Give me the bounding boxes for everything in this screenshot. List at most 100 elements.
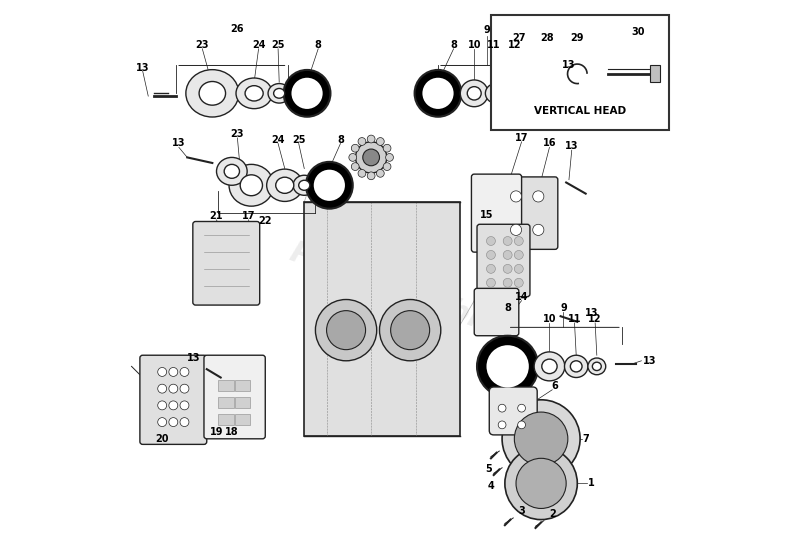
Bar [218,380,234,391]
Circle shape [515,412,568,465]
Bar [235,380,251,391]
Ellipse shape [229,165,274,206]
Ellipse shape [588,358,606,375]
Circle shape [498,404,506,412]
Circle shape [487,250,496,259]
Ellipse shape [274,88,285,98]
Circle shape [367,172,375,180]
Circle shape [306,162,353,209]
Text: 8: 8 [314,40,322,50]
Bar [235,414,251,425]
Text: 25: 25 [292,134,306,144]
Circle shape [351,163,359,170]
Circle shape [504,278,512,287]
Circle shape [533,191,544,202]
FancyBboxPatch shape [472,174,522,252]
Circle shape [169,418,178,427]
Circle shape [291,78,322,109]
Circle shape [367,135,375,143]
Text: 24: 24 [271,134,285,144]
Text: 15: 15 [480,210,494,220]
Circle shape [383,144,391,152]
Text: 28: 28 [540,32,554,43]
Text: 26: 26 [231,24,244,34]
FancyBboxPatch shape [140,355,207,445]
Circle shape [380,300,440,361]
Text: 30: 30 [632,27,646,37]
Circle shape [363,149,380,166]
Ellipse shape [216,157,247,185]
Circle shape [515,278,523,287]
Text: 2: 2 [549,509,555,519]
Ellipse shape [245,86,263,101]
Circle shape [515,264,523,273]
Text: 16: 16 [543,138,556,148]
Text: Partsrepublik: Partsrepublik [286,238,512,344]
Text: 23: 23 [196,40,209,50]
Circle shape [536,64,557,84]
Ellipse shape [542,359,557,374]
Ellipse shape [571,361,582,372]
Circle shape [504,250,512,259]
Text: 13: 13 [565,141,579,151]
Ellipse shape [267,169,303,202]
Circle shape [358,138,365,146]
Text: 17: 17 [515,133,528,143]
Text: 11: 11 [567,314,581,324]
Text: 14: 14 [515,292,528,302]
Text: 13: 13 [563,60,575,71]
Text: 5: 5 [484,464,492,474]
Circle shape [487,345,529,388]
Circle shape [169,401,178,410]
Circle shape [502,400,580,478]
Ellipse shape [268,83,290,103]
Ellipse shape [534,352,565,381]
Text: 29: 29 [571,32,584,43]
Circle shape [515,250,523,259]
Circle shape [511,224,522,235]
Text: 8: 8 [504,303,511,313]
Circle shape [422,78,453,109]
Circle shape [356,142,387,173]
Ellipse shape [298,180,310,190]
Ellipse shape [186,69,239,117]
Circle shape [283,70,330,116]
Text: 12: 12 [508,40,522,50]
Text: 13: 13 [643,356,657,366]
Text: VERTICAL HEAD: VERTICAL HEAD [534,106,626,115]
Text: 11: 11 [487,40,500,50]
Ellipse shape [564,355,588,377]
Text: 9: 9 [484,25,491,35]
Ellipse shape [485,83,508,104]
Text: 8: 8 [337,134,344,144]
Text: 13: 13 [584,309,598,319]
Circle shape [180,384,189,393]
Circle shape [351,144,359,152]
Text: 17: 17 [242,211,255,221]
Ellipse shape [224,165,239,178]
Ellipse shape [506,85,523,102]
Text: 8: 8 [450,40,457,50]
Circle shape [385,153,393,161]
FancyBboxPatch shape [477,224,530,297]
Circle shape [158,418,167,427]
Text: 10: 10 [543,314,556,324]
Ellipse shape [468,87,481,100]
Text: 9: 9 [560,303,567,313]
Text: 23: 23 [231,129,244,139]
Ellipse shape [240,175,263,196]
FancyBboxPatch shape [204,355,265,439]
Ellipse shape [511,89,519,97]
Circle shape [477,336,539,397]
Text: 13: 13 [172,138,186,148]
Text: 10: 10 [468,40,481,50]
Circle shape [180,418,189,427]
Circle shape [377,138,384,146]
Circle shape [326,311,365,349]
Circle shape [158,367,167,376]
FancyBboxPatch shape [474,288,519,336]
Circle shape [315,300,377,361]
Circle shape [158,401,167,410]
Circle shape [504,236,512,245]
Circle shape [518,404,526,412]
